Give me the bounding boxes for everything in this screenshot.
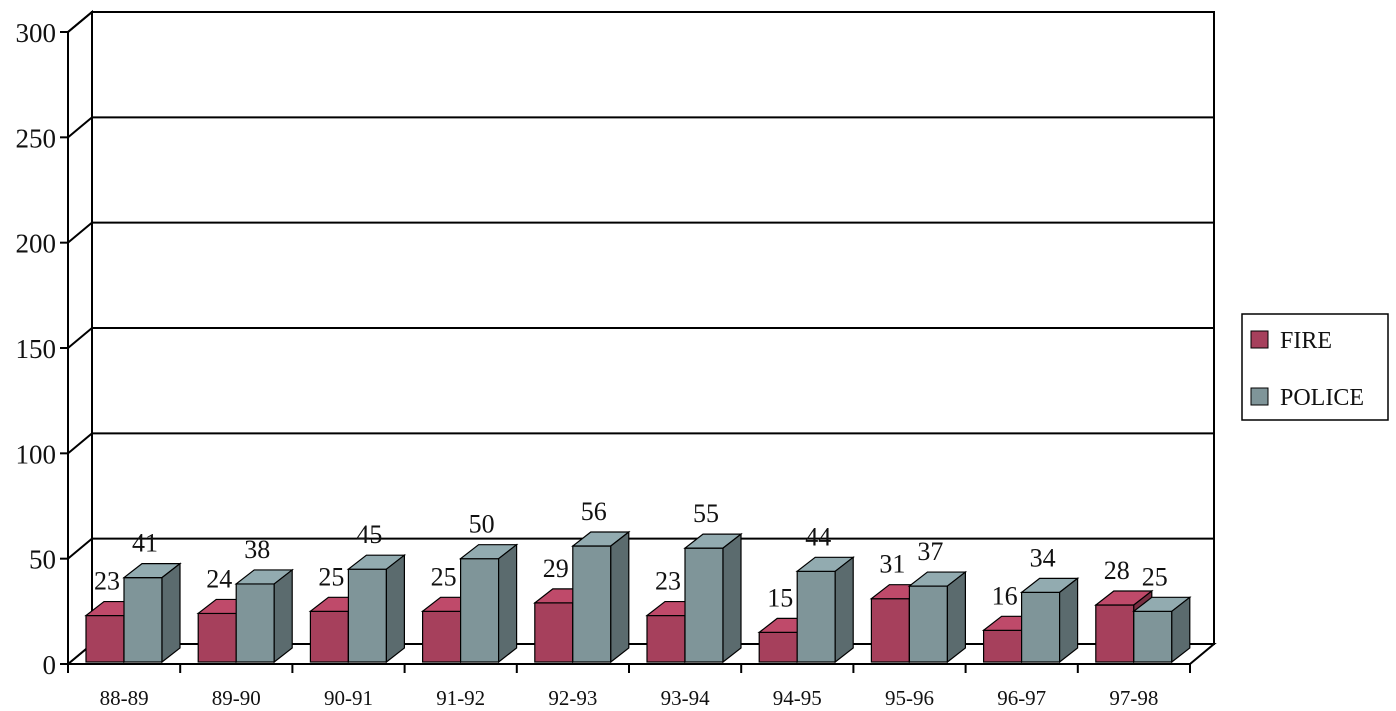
bar-front-face [347,568,387,663]
bar-front-face [123,577,163,663]
bar-side-face [946,570,967,664]
bar-front-face [235,583,275,663]
legend-label-fire: FIRE [1280,328,1332,354]
x-tick-label: 95-96 [885,686,934,710]
y-tick-label: 300 [16,18,57,48]
bar-side-face [1058,577,1079,664]
data-label-fire: 23 [94,567,120,596]
data-label-police: 45 [356,520,382,549]
gridline [67,221,1214,244]
bar-police-97-98 [1132,596,1192,664]
data-label-fire: 29 [543,554,569,583]
data-label-police: 25 [1142,562,1168,591]
x-tick-label: 89-90 [212,686,261,710]
data-label-police: 34 [1030,543,1056,572]
bar-side-face [834,556,854,664]
x-tick-label: 92-93 [548,686,597,710]
legend-swatch-fire [1250,330,1269,349]
bar-side-face [273,568,293,664]
x-tick-label: 96-97 [997,686,1046,710]
bar-police-93-94 [683,532,743,664]
legend-swatch-police [1250,387,1269,406]
x-tick-label: 97-98 [1109,686,1158,710]
bar-side-face [161,562,181,664]
bar-side-face [385,553,405,664]
bar-police-92-93 [571,530,631,664]
y-tick-label: 200 [16,229,57,259]
bar-police-95-96 [907,570,968,664]
data-label-police: 50 [469,510,495,539]
data-label-fire: 25 [318,562,344,591]
gridline [67,116,1214,139]
legend: FIRE POLICE [1241,313,1389,421]
x-tick-label: 91-92 [436,686,485,710]
bar-front-face [684,547,724,663]
bar-front-face [197,612,237,663]
data-label-fire: 15 [767,583,793,612]
data-label-police: 41 [132,529,158,558]
bar-front-face [908,585,949,663]
data-label-police: 37 [917,537,943,566]
bar-police-89-90 [234,568,294,664]
x-axis: 88-89 89-90 90-91 91-92 92-93 93-94 94-95 95-96… [67,663,1191,710]
y-axis: 0 50 100 150 200 250 300 [16,18,69,680]
bar-front-face [870,598,911,663]
bar-front-face [982,629,1023,663]
y-tick-label: 50 [29,545,56,575]
data-label-police: 55 [693,499,719,528]
legend-label-police: POLICE [1280,385,1364,411]
x-tick-label: 90-91 [324,686,373,710]
data-label-fire: 28 [1104,556,1130,585]
gridline [67,537,1214,560]
bars [84,530,1192,664]
bar-police-91-92 [458,543,519,664]
gridline [67,11,1214,33]
bar-front-face [646,614,686,663]
data-label-fire: 25 [431,562,457,591]
bar-side-face [722,532,742,664]
gridline [67,432,1214,455]
x-tick-label: 94-95 [773,686,822,710]
bar-front-face [85,614,125,663]
bar-side-face [1171,596,1191,664]
x-tick-label: 93-94 [661,686,710,710]
bar-front-face [572,545,612,663]
bar-police-96-97 [1019,577,1080,664]
bar-front-face [534,602,574,663]
bar-police-88-89 [122,562,182,664]
gridline [67,327,1214,349]
x-tick-label: 88-89 [100,686,149,710]
data-label-police: 56 [581,497,607,526]
bar-police-94-95 [795,556,855,664]
y-tick-label: 250 [16,123,57,153]
data-label-police: 44 [805,522,831,551]
data-label-fire: 24 [206,564,232,593]
bar-side-face [498,543,518,664]
data-label-police: 38 [244,535,270,564]
y-tick-label: 150 [16,334,57,364]
bar-police-90-91 [346,553,407,664]
y-tick-label: 100 [16,439,57,469]
bar-front-face [1020,591,1061,663]
bar-front-face [758,631,798,663]
data-label-fire: 31 [879,550,905,579]
data-label-fire: 23 [655,567,681,596]
gridlines [67,11,1214,560]
bar-front-face [309,610,349,663]
bar-front-face [422,610,462,663]
bar-front-face [1095,604,1135,663]
data-label-fire: 16 [992,581,1018,610]
data-labels: 23 41 24 38 25 45 25 50 29 56 23 55 15 44 31 37 16 34 28 25 [94,497,1168,612]
bar-side-face [610,530,630,664]
bar-front-face [796,570,836,663]
bar-front-face [1133,610,1173,663]
bar-front-face [460,558,500,663]
y-tick-label: 0 [43,650,57,680]
